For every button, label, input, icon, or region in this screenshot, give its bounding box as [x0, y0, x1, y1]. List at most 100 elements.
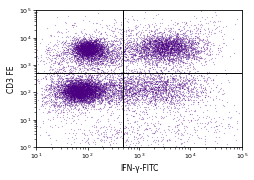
Point: [71, 89, 75, 92]
Point: [164, 37, 168, 40]
Point: [80, 90, 84, 93]
Point: [180, 83, 184, 86]
Point: [119, 88, 123, 91]
Point: [54, 93, 58, 96]
Point: [74, 93, 78, 96]
Point: [62, 88, 66, 91]
Point: [98, 55, 102, 58]
Point: [125, 42, 129, 45]
Point: [123, 52, 127, 55]
Point: [85, 58, 89, 61]
Point: [90, 55, 94, 58]
Point: [168, 46, 172, 49]
Point: [85, 47, 89, 50]
Point: [84, 49, 88, 51]
Point: [156, 48, 160, 51]
Point: [80, 46, 84, 49]
Point: [178, 55, 182, 58]
Point: [178, 50, 182, 52]
Point: [91, 84, 95, 87]
Point: [86, 87, 90, 90]
Point: [119, 82, 123, 85]
Point: [149, 47, 153, 50]
Point: [85, 92, 89, 95]
Point: [79, 89, 83, 92]
Point: [53, 48, 57, 51]
Point: [84, 99, 88, 102]
Point: [133, 31, 137, 34]
Point: [176, 52, 180, 55]
Point: [161, 44, 165, 47]
Point: [227, 125, 231, 128]
Point: [150, 49, 154, 52]
Point: [74, 96, 78, 99]
Point: [84, 96, 88, 99]
Point: [169, 36, 173, 39]
Point: [208, 120, 212, 122]
Point: [69, 105, 73, 108]
Point: [164, 34, 168, 37]
Point: [171, 44, 175, 47]
Point: [96, 49, 100, 52]
Point: [97, 81, 101, 84]
Point: [118, 100, 122, 103]
Point: [90, 44, 94, 47]
Point: [139, 100, 143, 103]
Point: [166, 50, 170, 52]
Point: [82, 47, 86, 50]
Point: [84, 48, 88, 51]
Point: [58, 90, 62, 93]
Point: [74, 89, 78, 92]
Point: [54, 71, 58, 74]
Point: [117, 96, 121, 99]
Point: [64, 93, 68, 95]
Point: [75, 56, 79, 59]
Point: [60, 97, 64, 100]
Point: [85, 86, 89, 89]
Point: [80, 45, 84, 48]
Point: [103, 91, 107, 93]
Point: [90, 46, 94, 49]
Point: [74, 91, 78, 94]
Point: [85, 56, 89, 58]
Point: [86, 47, 90, 50]
Point: [185, 53, 189, 56]
Point: [163, 49, 167, 52]
Point: [76, 98, 80, 101]
Point: [95, 61, 99, 64]
Point: [75, 45, 80, 48]
Point: [88, 99, 92, 102]
Point: [102, 48, 106, 50]
Point: [71, 93, 75, 96]
Point: [44, 101, 48, 104]
Point: [88, 53, 92, 56]
Point: [116, 55, 120, 58]
Point: [174, 55, 178, 58]
Point: [94, 37, 99, 40]
Point: [74, 82, 78, 85]
Point: [187, 30, 192, 33]
Point: [67, 68, 71, 71]
Point: [163, 43, 167, 46]
Point: [72, 60, 76, 63]
Point: [77, 84, 81, 87]
Point: [88, 77, 92, 80]
Point: [59, 82, 63, 85]
Point: [156, 44, 161, 47]
Point: [123, 83, 127, 86]
Point: [169, 41, 173, 44]
Point: [87, 46, 91, 49]
Point: [155, 138, 160, 141]
Point: [68, 97, 72, 100]
Point: [152, 50, 156, 53]
Point: [133, 51, 137, 54]
Point: [67, 90, 71, 93]
Point: [81, 56, 85, 59]
Point: [58, 104, 62, 107]
Point: [86, 42, 90, 45]
Point: [125, 62, 130, 64]
Point: [171, 39, 176, 41]
Point: [75, 84, 79, 87]
Point: [73, 90, 77, 93]
Point: [107, 114, 111, 116]
